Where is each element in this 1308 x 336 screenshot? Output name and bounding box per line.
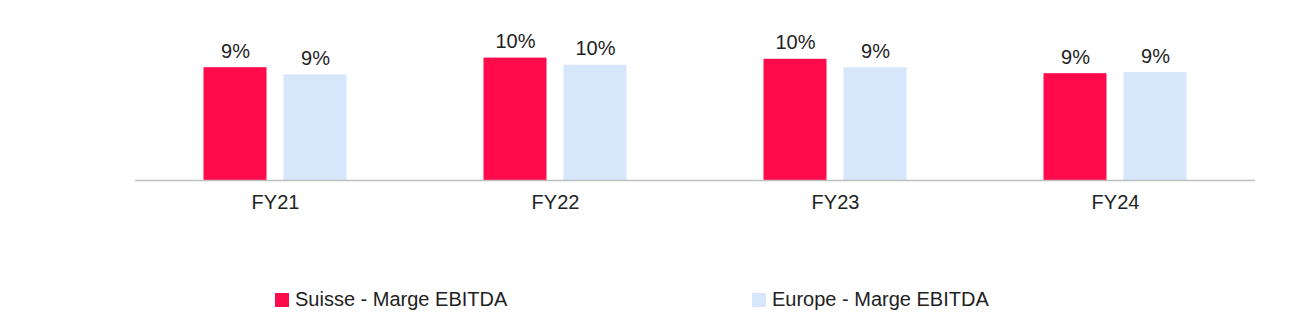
html-text:Suisse - Marge EBITDA: Suisse - Marge EBITDA bbox=[295, 288, 508, 310]
svg-text:10%: 10% bbox=[775, 31, 815, 53]
svg-text:9%: 9% bbox=[1061, 46, 1090, 68]
svg-text:FY21: FY21 bbox=[252, 191, 300, 213]
svg-text:9%: 9% bbox=[301, 47, 330, 69]
svg-text:9%: 9% bbox=[861, 40, 890, 62]
svg-text:10%: 10% bbox=[495, 30, 535, 52]
svg-text:10%: 10% bbox=[575, 37, 615, 59]
svg-text:FY22: FY22 bbox=[532, 191, 580, 213]
svg-text:FY24: FY24 bbox=[1092, 191, 1140, 213]
svg-text:FY23: FY23 bbox=[812, 191, 860, 213]
svg-text:9%: 9% bbox=[1141, 45, 1170, 67]
html-text:Europe - Marge EBITDA: Europe - Marge EBITDA bbox=[772, 288, 989, 310]
svg-text:9%: 9% bbox=[221, 40, 250, 62]
